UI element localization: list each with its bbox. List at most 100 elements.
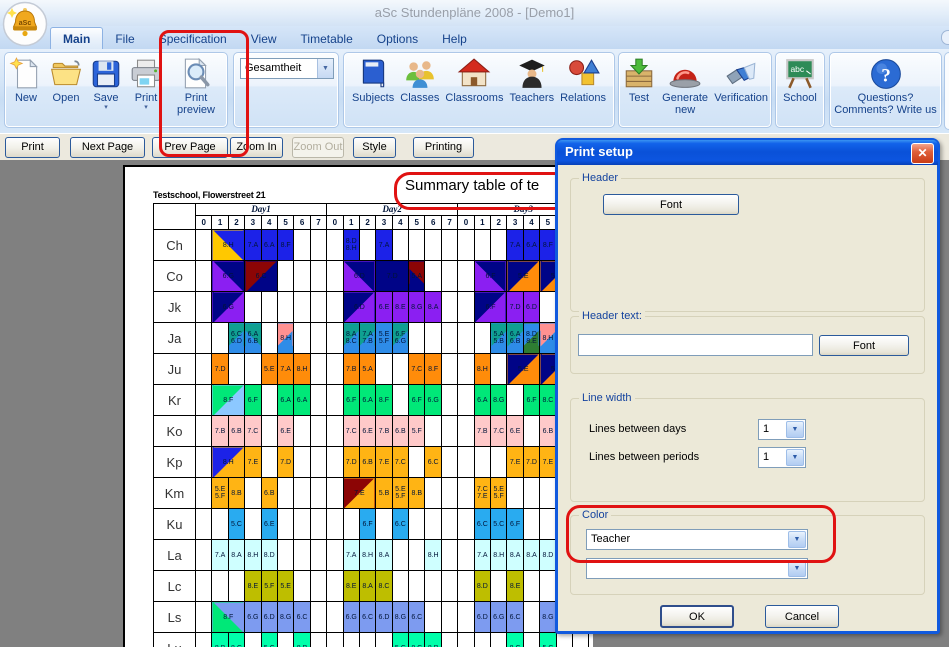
empty-cell xyxy=(392,385,408,416)
asc-logo-icon[interactable]: aSc xyxy=(2,1,48,47)
tab-view[interactable]: View xyxy=(239,28,289,49)
color-select-secondary[interactable]: ▼ xyxy=(586,558,808,579)
ribbon-button-teachers[interactable]: Teachers xyxy=(507,56,556,105)
tab-specification[interactable]: Specification xyxy=(147,28,239,49)
period-header: 3 xyxy=(507,216,523,230)
dropdown-arrow-icon[interactable]: ▼ xyxy=(786,449,804,466)
period-header: 0 xyxy=(327,216,343,230)
lesson-cell: 8.D xyxy=(261,540,277,571)
table-row: Ku5.C6.E6.F6.C6.C5.C6.F6.E xyxy=(154,509,589,540)
empty-cell xyxy=(310,292,326,323)
cancel-button[interactable]: Cancel xyxy=(765,605,839,628)
lesson-cell: 6.C xyxy=(507,602,523,633)
ribbon-button-subjects[interactable]: Subjects xyxy=(350,56,396,105)
ribbon-button-classrooms[interactable]: Classrooms xyxy=(443,56,505,105)
header-font-button[interactable]: Font xyxy=(603,194,739,215)
toolbar-button-printing-area[interactable]: Printing area xyxy=(413,137,474,158)
close-button[interactable]: ✕ xyxy=(911,143,934,164)
teacher-label: Lc xyxy=(154,571,196,602)
toolbar-button-style[interactable]: Style xyxy=(353,137,396,158)
lesson-cell: 8.H xyxy=(277,323,293,354)
lesson-cell: 6.E xyxy=(507,416,523,447)
ribbon-button-print[interactable]: Print▾ xyxy=(127,56,165,112)
dropdown-arrow-icon[interactable]: ▾ xyxy=(104,104,108,111)
lesson-cell: 8.H xyxy=(212,230,245,261)
period-header: 2 xyxy=(359,216,375,230)
period-header: 6 xyxy=(425,216,441,230)
print-setup-dialog: Print setup ✕ Header Font Header text: F… xyxy=(555,138,940,634)
empty-cell xyxy=(327,540,343,571)
ribbon-button-questions-comments-write-us[interactable]: ?Questions? Comments? Write us xyxy=(831,56,940,117)
toolbar-button-print[interactable]: Print xyxy=(5,137,60,158)
header-text-font-button[interactable]: Font xyxy=(819,335,909,356)
empty-cell xyxy=(310,447,326,478)
period-header: 4 xyxy=(261,216,277,230)
lesson-cell: 7.E xyxy=(245,447,261,478)
lesson-cell: 8.A xyxy=(228,540,244,571)
empty-cell xyxy=(196,478,212,509)
dialog-title-bar[interactable]: Print setup ✕ xyxy=(557,140,938,165)
school-icon: abc xyxy=(783,57,817,91)
lesson-cell: 7.C xyxy=(343,416,359,447)
ribbon-button-print-preview[interactable]: Print preview xyxy=(167,56,225,117)
view-select-combo[interactable]: Gesamtheit▼ xyxy=(240,58,334,79)
dropdown-arrow-icon[interactable]: ▼ xyxy=(788,560,806,577)
tab-main[interactable]: Main xyxy=(50,27,103,49)
color-select[interactable]: Teacher ▼ xyxy=(586,529,808,550)
lesson-cell: 6.B xyxy=(261,478,277,509)
empty-cell xyxy=(294,261,310,292)
period-header: 5 xyxy=(409,216,425,230)
empty-cell xyxy=(441,261,457,292)
empty-cell xyxy=(310,478,326,509)
ribbon-button-verification[interactable]: Verification xyxy=(712,56,770,105)
lesson-cell: 7.E xyxy=(343,478,376,509)
ribbon-button-save[interactable]: Save▾ xyxy=(87,56,125,112)
toolbar-button-zoom-in[interactable]: Zoom In xyxy=(230,137,283,158)
lesson-cell: 8.A xyxy=(523,540,539,571)
header-text-input[interactable] xyxy=(578,334,813,356)
empty-cell xyxy=(294,416,310,447)
ribbon-button-generate-new[interactable]: Generate new xyxy=(660,56,710,117)
lines-between-periods-select[interactable]: 1 ▼ xyxy=(758,447,806,468)
tab-options[interactable]: Options xyxy=(365,28,430,49)
book-icon xyxy=(356,57,390,91)
empty-cell xyxy=(458,385,474,416)
color-select-secondary-value xyxy=(587,559,787,578)
toolbar-button-next-page[interactable]: Next Page xyxy=(70,137,145,158)
line-width-group-label: Line width xyxy=(579,392,635,404)
dropdown-arrow-icon[interactable]: ▼ xyxy=(786,421,804,438)
ribbon-button-test[interactable]: Test xyxy=(620,56,658,105)
ribbon-button-relations[interactable]: Relations xyxy=(558,56,608,105)
tab-timetable[interactable]: Timetable xyxy=(289,28,365,49)
ribbon-button-open[interactable]: Open xyxy=(47,56,85,105)
empty-cell xyxy=(310,602,326,633)
empty-cell xyxy=(458,478,474,509)
ok-button[interactable]: OK xyxy=(660,605,734,628)
empty-cell xyxy=(474,447,490,478)
lesson-cell: 5.C xyxy=(228,509,244,540)
lesson-cell: 8.G xyxy=(540,602,556,633)
ribbon-button-classes[interactable]: Classes xyxy=(398,56,441,105)
ribbon-button-new[interactable]: New xyxy=(7,56,45,105)
page-title: Summary table of te xyxy=(405,177,539,194)
empty-cell xyxy=(212,509,228,540)
dropdown-arrow-icon[interactable]: ▾ xyxy=(144,104,148,111)
dropdown-arrow-icon[interactable]: ▼ xyxy=(317,59,333,78)
tab-help[interactable]: Help xyxy=(430,28,479,49)
tab-file[interactable]: File xyxy=(103,28,146,49)
toolbar-button-prev-page[interactable]: Prev Page xyxy=(152,137,228,158)
empty-cell xyxy=(196,323,212,354)
empty-cell xyxy=(196,447,212,478)
lines-between-days-select[interactable]: 1 ▼ xyxy=(758,419,806,440)
ribbon-button-label: Print xyxy=(135,92,158,104)
dropdown-arrow-icon[interactable]: ▼ xyxy=(788,531,806,548)
lesson-cell: 7.C xyxy=(491,416,507,447)
period-header: 3 xyxy=(245,216,261,230)
lesson-cell: 6.F xyxy=(507,509,523,540)
lesson-cell: 7.A xyxy=(474,540,490,571)
